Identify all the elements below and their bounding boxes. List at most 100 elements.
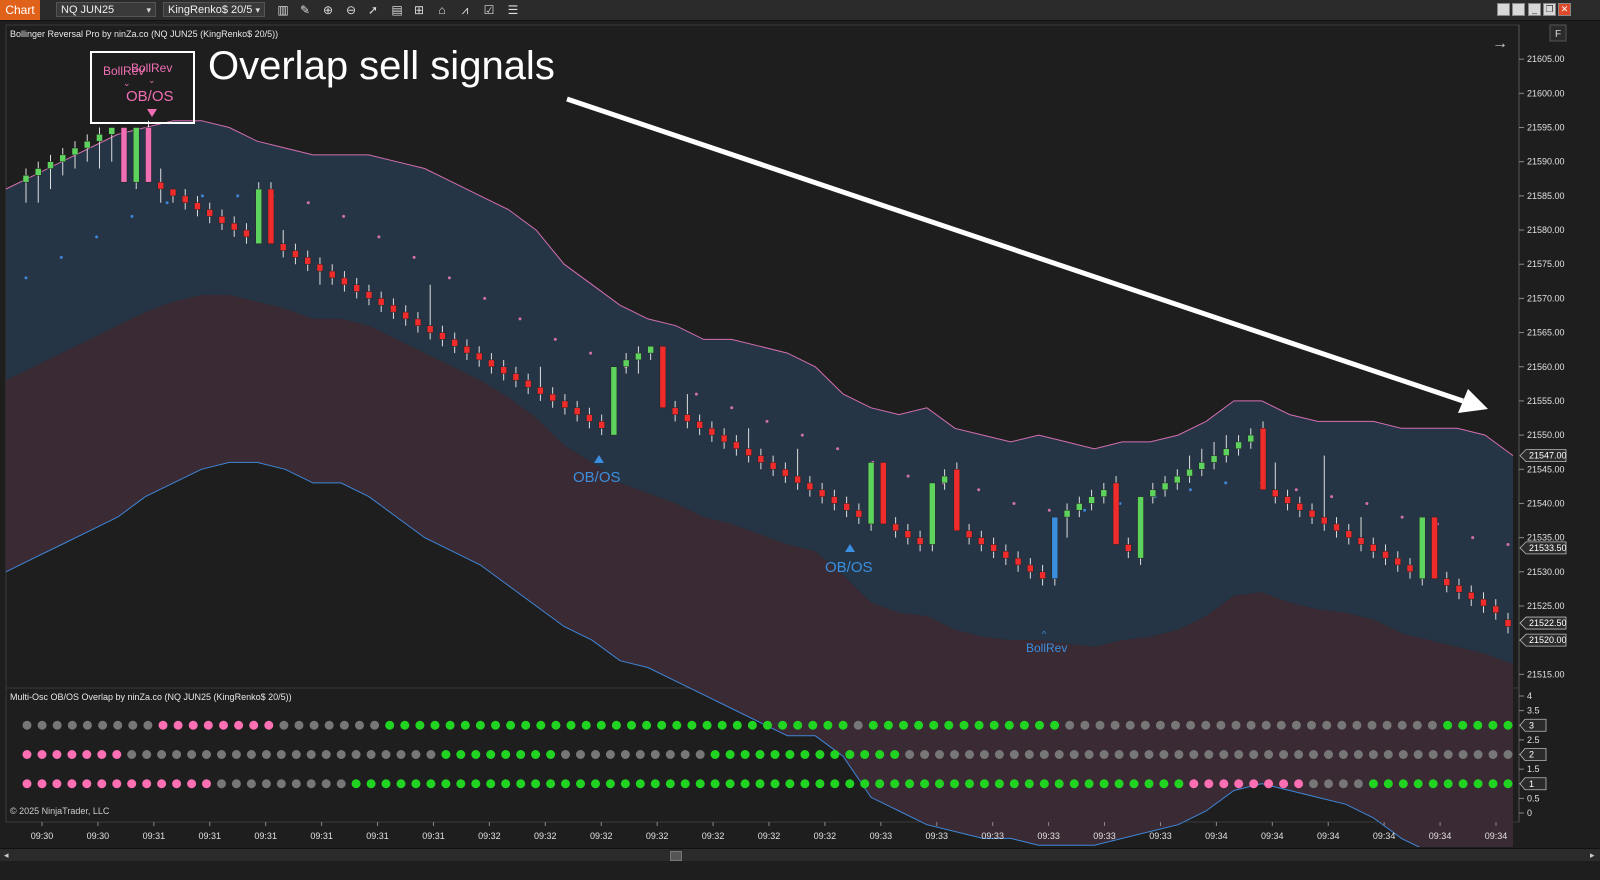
- candle-body: [573, 407, 581, 415]
- osc-dot: [1367, 720, 1377, 730]
- candle-body: [500, 366, 507, 374]
- osc-dot: [642, 720, 652, 730]
- time-tick-label: 09:34: [1261, 831, 1284, 841]
- candle-body: [1333, 523, 1340, 532]
- osc-dot: [67, 779, 77, 789]
- pointer-icon[interactable]: ➚: [367, 3, 379, 17]
- osc-dot: [536, 720, 546, 730]
- strategies-icon[interactable]: ⌂: [438, 3, 446, 17]
- osc-dot: [672, 720, 682, 730]
- candle-body: [659, 345, 667, 409]
- price-tick-label: 21590.00: [1527, 157, 1565, 167]
- osc-dot: [1099, 779, 1109, 789]
- osc-dot: [1009, 779, 1019, 789]
- panel-toggle-label: F: [1555, 29, 1561, 40]
- chart-tab[interactable]: Chart: [0, 0, 40, 20]
- osc-row-tag-label: 2: [1529, 750, 1534, 760]
- upper-band-fill: [6, 120, 1513, 665]
- minimize-icon[interactable]: _: [1528, 3, 1541, 16]
- osc-dot: [475, 720, 485, 730]
- zoom-out-icon[interactable]: ⊖: [345, 3, 357, 17]
- osc-dot: [763, 720, 772, 730]
- candle-body: [1357, 537, 1365, 545]
- osc-dot: [740, 779, 750, 789]
- candle-body: [1198, 462, 1206, 470]
- osc-dot: [97, 750, 107, 759]
- osc-dot: [501, 779, 511, 789]
- time-tick-label: 09:32: [758, 831, 781, 841]
- osc-dot: [747, 720, 757, 730]
- osc-dot: [905, 750, 915, 759]
- osc-dot: [1473, 720, 1483, 730]
- osc-dot: [187, 779, 197, 789]
- osc-dot: [324, 720, 334, 730]
- osc-dot: [1110, 720, 1120, 730]
- osc-dot: [351, 779, 361, 789]
- price-tick-label: 21595.00: [1527, 123, 1565, 133]
- osc-dot: [486, 750, 496, 759]
- osc-dot: [650, 750, 660, 759]
- price-tick-label: 21545.00: [1527, 464, 1565, 474]
- osc-dot: [815, 779, 825, 789]
- candle-body: [304, 257, 311, 265]
- price-tags: 21547.00 21533.50 21522.50 21520.00: [1519, 449, 1567, 647]
- osc-dot: [426, 779, 436, 789]
- osc-dot: [370, 720, 380, 730]
- scroll-right-arrow-icon[interactable]: ▸: [1590, 850, 1595, 860]
- close-icon[interactable]: ✕: [1558, 3, 1571, 16]
- midline-dot: [165, 201, 169, 205]
- midline-dot: [342, 214, 346, 218]
- osc-dot: [1219, 750, 1229, 759]
- trend-arrow: [566, 96, 1488, 413]
- candle-body: [1480, 598, 1487, 607]
- lower-band-fill: [6, 295, 1513, 847]
- osc-dot: [501, 750, 511, 759]
- candle-body: [769, 462, 777, 470]
- layout-alt-icon[interactable]: [1512, 3, 1525, 16]
- osc-dot: [1054, 779, 1064, 789]
- chart-canvas[interactable]: BollRev BollRev ⌄ ⌄ OB/OS OB/OS OB/OS ^ …: [0, 21, 1600, 847]
- osc-dot: [158, 720, 168, 730]
- osc-dot: [596, 720, 606, 730]
- list-icon[interactable]: ☰: [507, 3, 519, 17]
- osc-dot: [231, 779, 241, 789]
- osc-dot: [82, 779, 92, 789]
- osc-dot: [875, 779, 885, 789]
- chart-toolbar: Chart NQ JUN25 ▾ KingRenko$ 20/5 ▾ ▥ ✎ ⊕…: [0, 0, 1600, 21]
- osc-dot: [1264, 750, 1274, 759]
- instrument-selector[interactable]: NQ JUN25 ▾: [56, 2, 156, 17]
- horizontal-scrollbar[interactable]: ◂ ▸: [0, 848, 1600, 861]
- draw-icon[interactable]: ✎: [299, 3, 311, 17]
- panel-toggle-button[interactable]: [1549, 24, 1567, 42]
- scrollbar-thumb[interactable]: [670, 851, 682, 861]
- bollrev-buy-label: BollRev: [1026, 641, 1067, 655]
- bars-icon[interactable]: ▥: [277, 3, 289, 17]
- osc-dot: [1144, 779, 1154, 789]
- zoom-in-icon[interactable]: ⊕: [322, 3, 334, 17]
- midline-dot: [906, 474, 910, 478]
- candle-body: [1431, 516, 1438, 579]
- layout-icon[interactable]: [1497, 3, 1510, 16]
- properties-icon[interactable]: ☑: [483, 3, 495, 17]
- restore-icon[interactable]: ❐: [1543, 3, 1556, 16]
- candle-body: [71, 147, 79, 156]
- candle-body: [1149, 489, 1157, 497]
- osc-dot: [1065, 720, 1075, 730]
- scroll-right-icon[interactable]: →: [1492, 35, 1508, 52]
- data-box-icon[interactable]: ▤: [391, 3, 403, 17]
- templates-icon[interactable]: ⊞: [413, 3, 425, 17]
- osc-dot: [605, 779, 615, 789]
- time-tick-label: 09:33: [926, 831, 949, 841]
- candle-body: [561, 400, 569, 409]
- scroll-left-icon[interactable]: ◂: [4, 850, 9, 860]
- candle-body: [1321, 516, 1328, 525]
- candle-body: [831, 496, 838, 504]
- osc-dot: [1264, 779, 1274, 789]
- indicators-icon[interactable]: ⩘: [461, 3, 469, 17]
- osc-dot: [411, 779, 421, 789]
- osc-dot: [1294, 779, 1304, 789]
- time-tick-label: 09:31: [254, 831, 277, 841]
- candle-body: [365, 291, 373, 299]
- bar-type-selector[interactable]: KingRenko$ 20/5 ▾: [163, 2, 265, 17]
- osc-row-tag-label: 3: [1529, 720, 1534, 730]
